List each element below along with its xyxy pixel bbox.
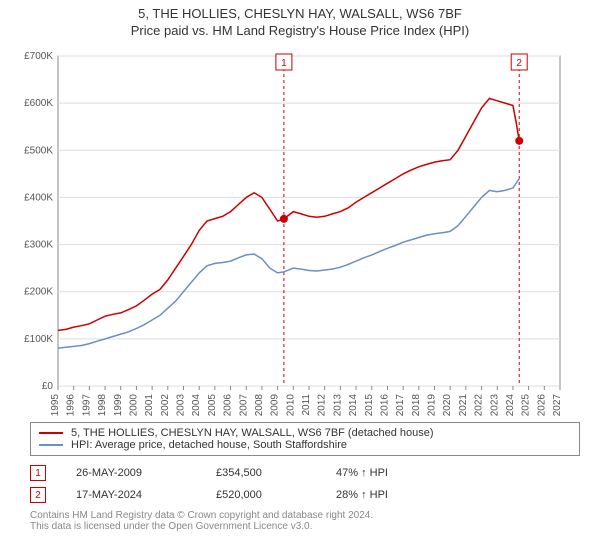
legend-label: HPI: Average price, detached house, Sout…: [71, 439, 347, 451]
svg-text:2025: 2025: [521, 394, 532, 416]
svg-text:2015: 2015: [364, 394, 375, 416]
svg-text:2013: 2013: [332, 394, 343, 416]
event-price: £520,000: [216, 489, 306, 501]
footer-note: Contains HM Land Registry data © Crown c…: [30, 510, 580, 532]
svg-text:2024: 2024: [505, 394, 516, 416]
line-chart-svg: £0 £100K £200K £300K £400K £500K £600K £700K 199…: [10, 46, 570, 416]
svg-text:£600K: £600K: [24, 98, 53, 109]
title-block: 5, THE HOLLIES, CHESLYN HAY, WALSALL, WS…: [0, 0, 600, 38]
svg-text:2003: 2003: [176, 394, 187, 416]
svg-text:2022: 2022: [474, 394, 485, 416]
svg-text:2004: 2004: [191, 394, 202, 416]
svg-text:2016: 2016: [379, 394, 390, 416]
svg-text:2001: 2001: [144, 394, 155, 416]
svg-text:£400K: £400K: [24, 192, 53, 203]
event-dot: [280, 215, 288, 223]
svg-text:2023: 2023: [489, 394, 500, 416]
svg-text:£0: £0: [42, 381, 54, 392]
event-marker-icon: 2: [30, 487, 46, 503]
event-marker-num: 2: [516, 58, 522, 69]
svg-text:2017: 2017: [395, 394, 406, 416]
event-date: 26-MAY-2009: [76, 467, 186, 479]
svg-text:£100K: £100K: [24, 334, 53, 345]
svg-text:2027: 2027: [552, 394, 563, 416]
legend-swatch: [39, 432, 63, 434]
events-list: 1 26-MAY-2009 £354,500 47% ↑ HPI 2 17-MAY-202…: [30, 462, 580, 506]
svg-text:2014: 2014: [348, 394, 359, 416]
svg-text:2009: 2009: [270, 394, 281, 416]
svg-text:2021: 2021: [458, 394, 469, 416]
svg-text:2026: 2026: [536, 394, 547, 416]
svg-text:1996: 1996: [66, 394, 77, 416]
title-line1: 5, THE HOLLIES, CHESLYN HAY, WALSALL, WS…: [0, 6, 600, 21]
legend-swatch: [39, 444, 63, 446]
chart-area: £0 £100K £200K £300K £400K £500K £600K £700K 199…: [10, 46, 590, 416]
svg-text:£500K: £500K: [24, 145, 53, 156]
title-line2: Price paid vs. HM Land Registry's House …: [0, 23, 600, 38]
event-marker-icon: 1: [30, 465, 46, 481]
event-marker-num: 1: [281, 58, 287, 69]
svg-text:2002: 2002: [160, 394, 171, 416]
event-delta: 47% ↑ HPI: [336, 467, 388, 479]
svg-text:£300K: £300K: [24, 240, 53, 251]
svg-text:£700K: £700K: [24, 51, 53, 62]
svg-text:2000: 2000: [128, 394, 139, 416]
svg-text:2018: 2018: [411, 394, 422, 416]
legend-box: 5, THE HOLLIES, CHESLYN HAY, WALSALL, WS…: [30, 422, 580, 456]
event-dot: [515, 137, 523, 145]
svg-text:2012: 2012: [317, 394, 328, 416]
svg-text:2010: 2010: [285, 394, 296, 416]
svg-text:1998: 1998: [97, 394, 108, 416]
svg-text:2005: 2005: [207, 394, 218, 416]
svg-text:2019: 2019: [427, 394, 438, 416]
footer-line2: This data is licensed under the Open Gov…: [30, 521, 580, 532]
svg-text:2011: 2011: [301, 394, 312, 416]
svg-text:1995: 1995: [50, 394, 61, 416]
svg-text:2006: 2006: [223, 394, 234, 416]
legend-row: 5, THE HOLLIES, CHESLYN HAY, WALSALL, WS…: [39, 427, 571, 439]
event-delta: 28% ↑ HPI: [336, 489, 388, 501]
svg-text:1999: 1999: [113, 394, 124, 416]
svg-text:2008: 2008: [254, 394, 265, 416]
legend-row: HPI: Average price, detached house, Sout…: [39, 439, 571, 451]
svg-text:2007: 2007: [238, 394, 249, 416]
svg-text:£200K: £200K: [24, 287, 53, 298]
event-price: £354,500: [216, 467, 306, 479]
event-row: 2 17-MAY-2024 £520,000 28% ↑ HPI: [30, 484, 580, 506]
footer-line1: Contains HM Land Registry data © Crown c…: [30, 510, 580, 521]
svg-text:2020: 2020: [442, 394, 453, 416]
svg-text:1997: 1997: [81, 394, 92, 416]
chart-container: 5, THE HOLLIES, CHESLYN HAY, WALSALL, WS…: [0, 0, 600, 560]
legend-label: 5, THE HOLLIES, CHESLYN HAY, WALSALL, WS…: [71, 427, 434, 439]
event-row: 1 26-MAY-2009 £354,500 47% ↑ HPI: [30, 462, 580, 484]
event-date: 17-MAY-2024: [76, 489, 186, 501]
